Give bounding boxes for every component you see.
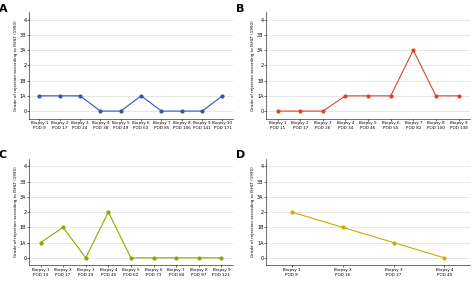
Y-axis label: Grade of rejection according to ISHLT (1990): Grade of rejection according to ISHLT (1… — [251, 20, 255, 111]
Text: C: C — [0, 150, 7, 160]
Text: A: A — [0, 3, 7, 13]
Y-axis label: Grade of rejection according to ISHLT (1990): Grade of rejection according to ISHLT (1… — [14, 20, 18, 111]
Y-axis label: Grade of rejection according to ISHLT (1990): Grade of rejection according to ISHLT (1… — [14, 167, 18, 257]
Y-axis label: Grade of rejection according to ISHLT (1990): Grade of rejection according to ISHLT (1… — [251, 167, 255, 257]
Text: D: D — [236, 150, 245, 160]
Text: B: B — [236, 3, 244, 13]
